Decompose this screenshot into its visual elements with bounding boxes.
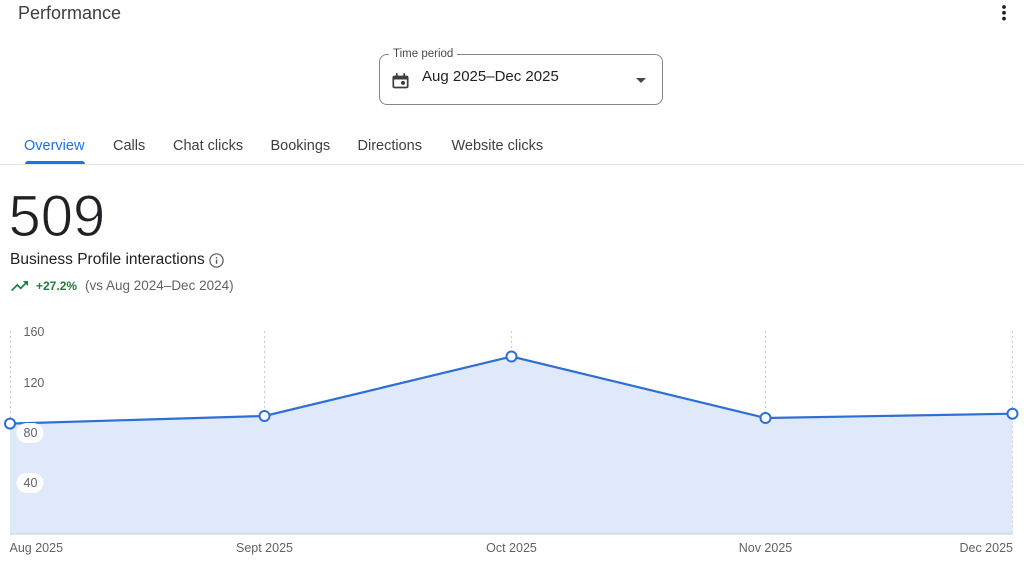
svg-text:Nov 2025: Nov 2025	[739, 541, 793, 555]
svg-text:Aug 2025: Aug 2025	[10, 541, 64, 555]
svg-text:80: 80	[24, 426, 38, 440]
svg-text:Sept 2025: Sept 2025	[236, 541, 293, 555]
svg-text:120: 120	[24, 376, 45, 390]
svg-text:40: 40	[24, 476, 38, 490]
svg-text:Dec 2025: Dec 2025	[959, 541, 1013, 555]
svg-text:160: 160	[24, 325, 45, 339]
svg-text:Oct 2025: Oct 2025	[486, 541, 537, 555]
